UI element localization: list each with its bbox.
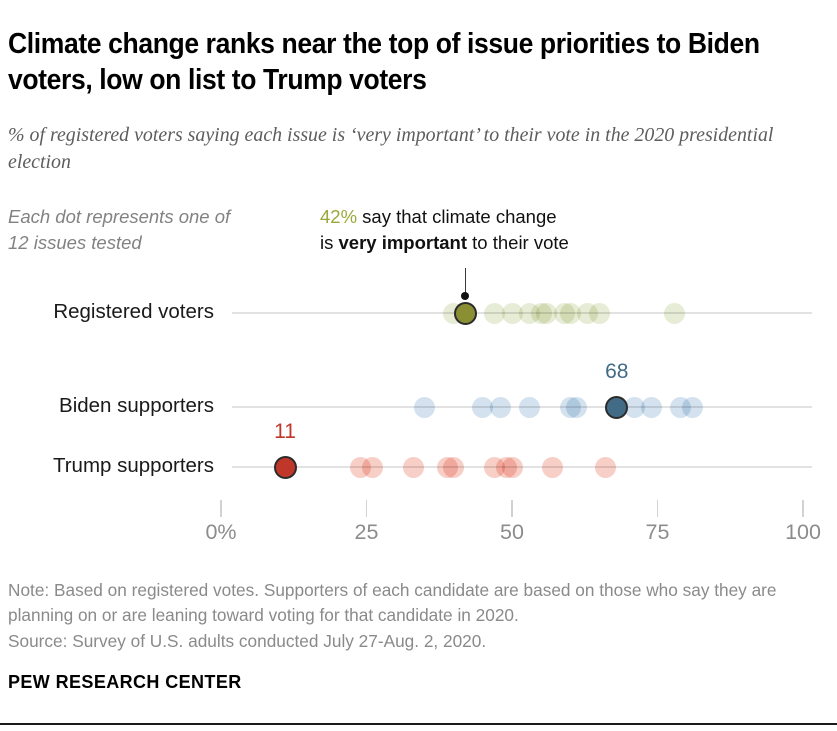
x-tick: [802, 500, 804, 517]
callout-annotation: 42% say that climate change is very impo…: [320, 204, 650, 257]
chart-subtitle: % of registered voters saying each issue…: [8, 124, 774, 174]
legend-note: Each dot represents one of 12 issues tes…: [8, 206, 231, 253]
row-label-registered-voters: Registered voters: [53, 300, 214, 323]
dot-highlighted: [605, 395, 629, 419]
dot: [489, 396, 511, 418]
dot-highlighted: [453, 301, 477, 325]
callout-bold: very important: [338, 232, 468, 254]
dot: [664, 302, 686, 324]
callout-text-b: is: [320, 232, 339, 254]
value-label-trump-supporters: 11: [274, 420, 296, 443]
bottom-rule: [0, 723, 837, 725]
dot: [402, 456, 424, 478]
x-tick-label: 100: [785, 520, 821, 544]
dot: [501, 302, 523, 324]
dot: [623, 396, 645, 418]
dot: [414, 396, 436, 418]
callout-text-c: to their vote: [467, 232, 569, 254]
dot: [518, 396, 540, 418]
row-label-trump-supporters: Trump supporters: [52, 454, 214, 477]
dot: [681, 396, 703, 418]
callout-percent: 42%: [320, 206, 358, 227]
dot: [565, 396, 587, 418]
dot: [559, 302, 581, 324]
x-tick: [220, 500, 222, 517]
x-tick-label: 50: [500, 520, 524, 544]
callout-text-a: say that climate change: [357, 206, 557, 227]
dot: [542, 456, 564, 478]
page-title: Climate change ranks near the top of iss…: [8, 28, 760, 97]
dot: [484, 302, 506, 324]
dot: [641, 396, 663, 418]
dot: [501, 456, 523, 478]
x-tick-label: 0%: [205, 520, 237, 544]
dot: [443, 456, 465, 478]
dot-highlighted: [273, 455, 297, 479]
leader-line: [464, 268, 467, 296]
chart-footnote: Note: Based on registered votes. Support…: [8, 580, 777, 651]
x-tick: [511, 500, 513, 517]
dot: [472, 396, 494, 418]
value-label-biden-supporters: 68: [605, 360, 629, 383]
x-tick-label: 75: [645, 520, 670, 544]
x-tick-label: 25: [354, 520, 379, 544]
row-label-biden-supporters: Biden supporters: [59, 394, 214, 417]
leader-endpoint-dot: [461, 292, 470, 300]
dot: [536, 302, 558, 324]
dot: [588, 302, 610, 324]
x-tick: [656, 500, 659, 517]
dot: [594, 456, 616, 478]
dot: [361, 456, 383, 478]
brand-label: PEW RESEARCH CENTER: [8, 672, 242, 692]
x-tick: [365, 500, 368, 517]
